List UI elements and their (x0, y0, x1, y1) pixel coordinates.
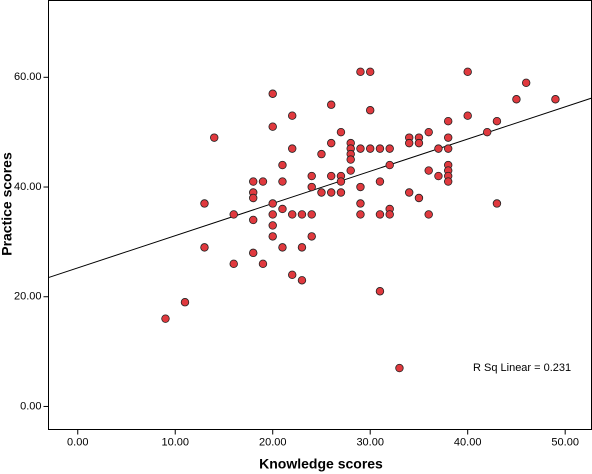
y-tick-label: 20.00 (14, 291, 42, 303)
point (268, 210, 277, 219)
point (180, 298, 190, 307)
point (356, 144, 365, 153)
point (356, 210, 365, 219)
point (268, 122, 277, 131)
x-tick-label: 40.00 (454, 436, 482, 448)
point (434, 144, 443, 153)
point (268, 232, 277, 241)
point (268, 89, 277, 98)
point (346, 155, 355, 164)
point (434, 171, 443, 181)
point (317, 149, 326, 159)
point (424, 127, 433, 137)
point (463, 111, 472, 120)
point (297, 276, 307, 285)
point (405, 138, 414, 148)
y-tick-label: 60.00 (14, 71, 42, 83)
y-axis-label: Practice scores (0, 152, 15, 256)
point (336, 127, 346, 137)
point (443, 144, 453, 153)
point (424, 166, 433, 175)
point (297, 243, 307, 252)
point (385, 160, 394, 170)
point (356, 199, 365, 208)
point (200, 243, 209, 252)
point (395, 363, 404, 373)
point (249, 215, 258, 225)
point (249, 193, 258, 203)
point (375, 210, 385, 219)
point (288, 210, 297, 219)
point (229, 210, 238, 219)
y-tick-label: 40.00 (14, 181, 42, 193)
point (521, 78, 531, 87)
point (336, 177, 346, 186)
point (375, 287, 385, 296)
point (356, 182, 365, 192)
x-tick-label: 0.00 (67, 436, 88, 448)
point (317, 188, 326, 197)
point (258, 259, 268, 269)
point (278, 177, 287, 186)
point (385, 144, 394, 153)
point (414, 138, 424, 148)
point (463, 67, 472, 77)
point (375, 144, 385, 153)
point (424, 210, 433, 219)
y-tick-label: 0.00 (20, 400, 41, 412)
point (346, 166, 355, 175)
point (278, 204, 287, 214)
point (288, 111, 297, 120)
point (443, 133, 453, 142)
point (414, 193, 424, 203)
point (375, 177, 385, 186)
point (307, 210, 316, 219)
point (551, 95, 560, 104)
point (268, 221, 277, 230)
trendline (48, 97, 592, 279)
point (327, 171, 336, 181)
point (307, 232, 316, 241)
point (249, 177, 258, 186)
point (405, 188, 414, 197)
point (492, 199, 502, 208)
x-tick-label: 10.00 (161, 436, 189, 448)
point (366, 67, 375, 77)
annotation: R Sq Linear = 0.231 (473, 362, 571, 374)
point (210, 133, 219, 142)
plot-frame (48, 0, 592, 430)
point (249, 248, 258, 258)
x-tick-label: 30.00 (356, 436, 384, 448)
x-tick-label: 20.00 (259, 436, 287, 448)
point (366, 144, 375, 153)
point (307, 171, 316, 181)
point (492, 116, 502, 126)
point (366, 106, 375, 115)
point (229, 259, 238, 269)
point (336, 188, 346, 197)
point (443, 177, 453, 186)
point (482, 127, 492, 137)
point (307, 182, 316, 192)
point (288, 144, 297, 153)
point (385, 210, 394, 219)
point (278, 160, 287, 170)
point (327, 100, 336, 109)
point (327, 138, 336, 148)
point (327, 188, 336, 197)
x-tick-label: 50.00 (551, 436, 579, 448)
point (268, 199, 277, 208)
point (443, 116, 453, 126)
point (297, 210, 307, 219)
x-axis-label: Knowledge scores (259, 456, 383, 472)
point (278, 243, 287, 252)
point (356, 67, 365, 77)
point (258, 177, 268, 186)
point (200, 199, 209, 208)
point (288, 270, 297, 279)
point (512, 95, 521, 104)
point (161, 314, 170, 323)
